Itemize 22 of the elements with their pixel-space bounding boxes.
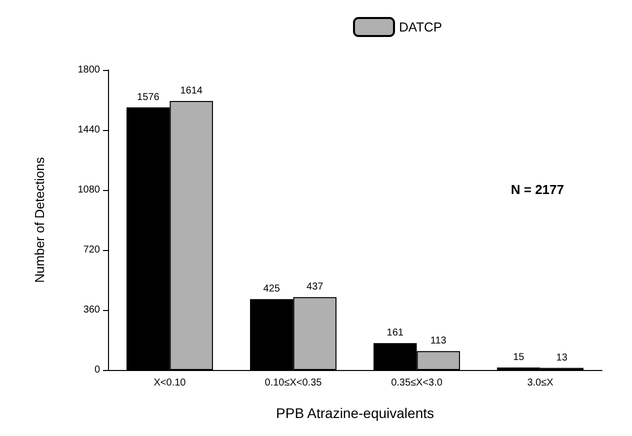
legend-label: DATCP bbox=[399, 20, 442, 34]
data-label: 113 bbox=[430, 336, 447, 347]
data-label: 13 bbox=[556, 352, 568, 364]
data-label: 437 bbox=[306, 282, 324, 293]
x-tick-label: 0.35≤X<3.0 bbox=[391, 378, 443, 388]
x-tick-label: X<0.10 bbox=[154, 378, 186, 388]
y-axis-title: Number of Detections bbox=[32, 156, 47, 283]
data-label: 161 bbox=[386, 328, 404, 339]
x-axis-title: PPB Atrazine-equivalents bbox=[276, 405, 434, 421]
data-label: 1614 bbox=[180, 86, 203, 96]
y-tick-label: 1440 bbox=[78, 124, 100, 136]
x-tick-label: 3.0≤X bbox=[527, 378, 554, 388]
y-tick-label: 360 bbox=[83, 304, 100, 316]
y-tick-label: 720 bbox=[83, 244, 100, 256]
y-tick-label: 1800 bbox=[78, 64, 100, 76]
x-tick-label: 0.10≤X<0.35 bbox=[264, 378, 322, 388]
y-tick-label: 0 bbox=[94, 364, 100, 376]
data-label: 15 bbox=[513, 352, 525, 363]
data-label: 425 bbox=[263, 284, 280, 295]
data-label: 1576 bbox=[137, 92, 160, 103]
annotation: N = 2177 bbox=[510, 182, 564, 197]
y-tick-label: 1080 bbox=[78, 184, 100, 196]
